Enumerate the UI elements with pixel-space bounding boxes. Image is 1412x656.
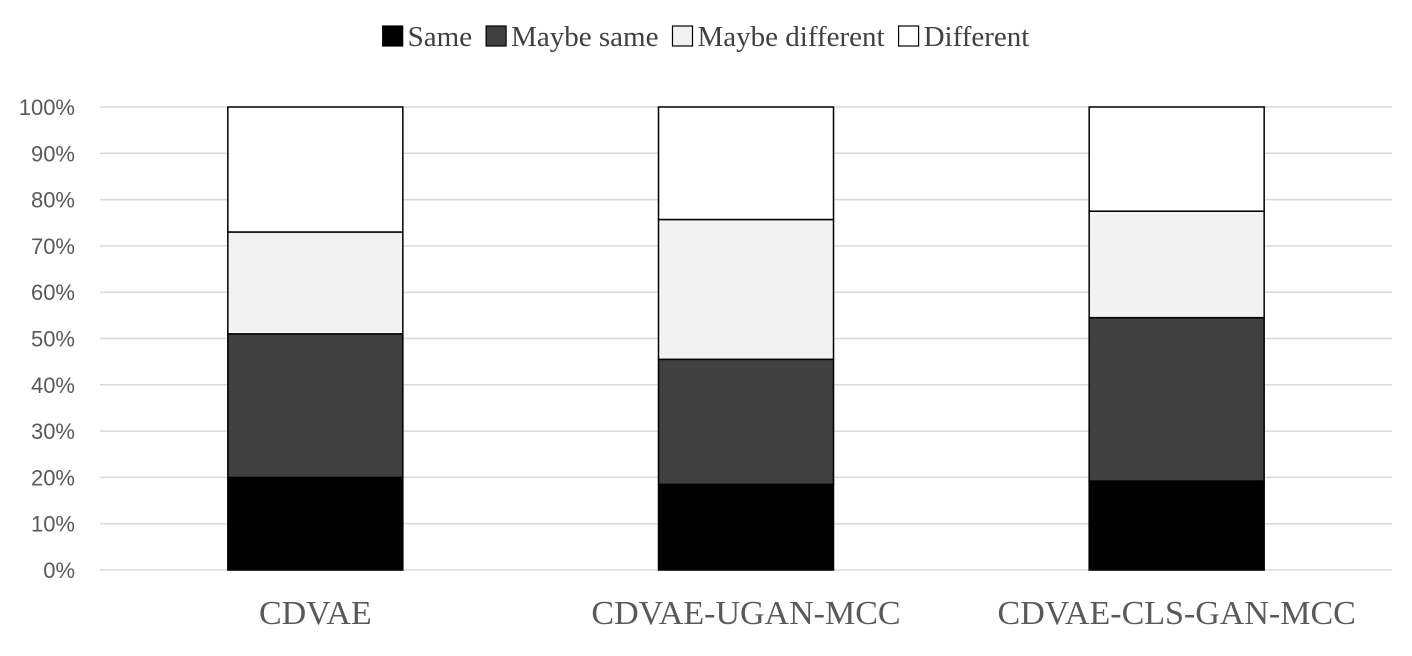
legend-label: Same: [408, 21, 472, 53]
x-tick-label: CDVAE: [259, 595, 372, 632]
bar-segment-maybe-same: [227, 333, 404, 479]
bar-segment-same: [657, 483, 835, 571]
y-tick-label: 60%: [31, 280, 75, 305]
legend-swatch-maybe-same: [485, 25, 507, 47]
x-tick-label: CDVAE-UGAN-MCC: [591, 595, 900, 632]
y-tick-label: 20%: [31, 465, 75, 490]
bar-group-cdvae: [227, 106, 404, 571]
bar-segment-maybe-same: [657, 358, 835, 486]
y-tick-label: 10%: [31, 512, 75, 537]
y-tick-label: 50%: [31, 327, 75, 352]
y-axis-ticks: 0% 10% 20% 30% 40% 50% 60% 70% 80% 90% 100%: [19, 95, 75, 583]
legend-label: Maybe same: [511, 21, 658, 53]
y-tick-label: 90%: [31, 141, 75, 166]
bar-group-cdvae-ugan-mcc: [657, 106, 835, 571]
legend-swatch-same: [382, 25, 404, 47]
y-tick-label: 70%: [31, 234, 75, 259]
x-axis-ticks: CDVAE CDVAE-UGAN-MCC CDVAE-CLS-GAN-MCC: [259, 595, 1356, 632]
y-tick-label: 40%: [31, 373, 75, 398]
legend-swatch-different: [897, 25, 920, 47]
y-tick-label: 30%: [31, 419, 75, 444]
bar-group-cdvae-cls-gan-mcc: [1088, 106, 1265, 571]
legend: Same Maybe same Maybe different Different: [382, 21, 1030, 53]
bar-segment-maybe-same: [1088, 316, 1265, 482]
bar-segment-different: [227, 106, 404, 233]
bars: [227, 106, 1265, 571]
bar-segment-maybe-different: [1088, 210, 1265, 319]
bar-segment-maybe-different: [227, 231, 404, 335]
y-tick-label: 80%: [31, 188, 75, 213]
bar-segment-same: [1088, 480, 1265, 571]
bar-segment-different: [1088, 106, 1265, 212]
legend-label: Maybe different: [697, 21, 884, 53]
bar-segment-different: [657, 106, 835, 221]
y-tick-label: 0%: [43, 558, 75, 583]
y-tick-label: 100%: [19, 95, 75, 120]
bar-segment-maybe-different: [657, 218, 835, 361]
legend-swatch-maybe-different: [671, 25, 694, 47]
x-tick-label: CDVAE-CLS-GAN-MCC: [998, 595, 1356, 632]
bar-segment-same: [227, 476, 404, 571]
legend-label: Different: [924, 21, 1030, 53]
